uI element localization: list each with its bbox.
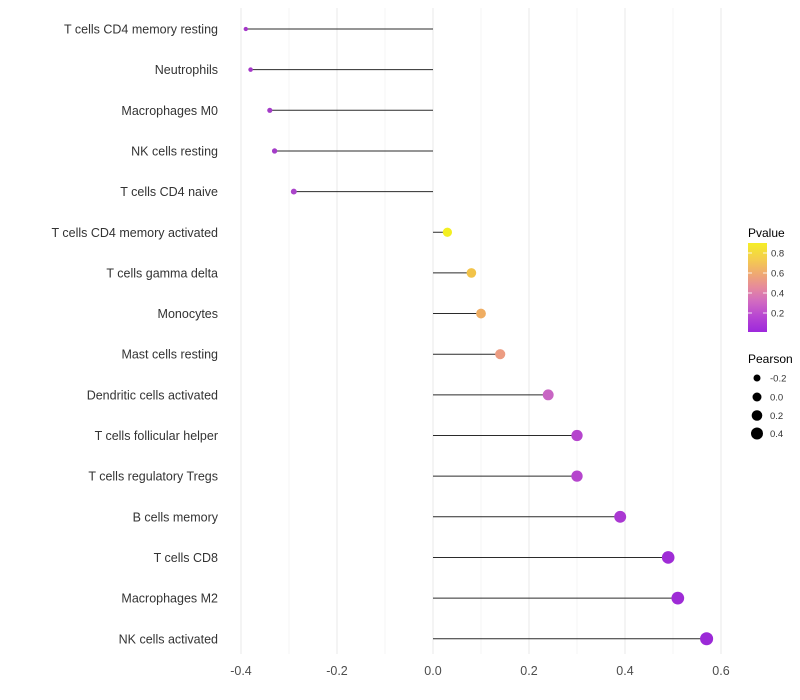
lollipop-dot [495, 349, 506, 360]
pvalue-colorbar [748, 243, 767, 332]
category-label: Neutrophils [155, 63, 218, 77]
category-label: T cells CD4 memory activated [52, 226, 219, 240]
category-label: Macrophages M0 [121, 104, 218, 118]
lollipop-dot [542, 389, 554, 401]
lollipop-dot [267, 107, 273, 113]
category-label: T cells CD4 memory resting [64, 23, 218, 37]
pvalue-legend-title: Pvalue [748, 226, 785, 240]
x-tick-label: -0.4 [230, 664, 252, 678]
category-label: T cells CD4 naive [120, 185, 218, 199]
x-tick-label: 0.2 [520, 664, 537, 678]
category-label: Mast cells resting [121, 348, 218, 362]
category-label: T cells follicular helper [95, 429, 218, 443]
category-label: Macrophages M2 [121, 592, 218, 606]
lollipop-dot [243, 26, 248, 32]
lollipop-dot [466, 268, 477, 278]
category-label: T cells regulatory Tregs [88, 470, 218, 484]
pearson-legend-dot [751, 427, 763, 440]
x-tick-label: -0.2 [326, 664, 348, 678]
pearson-legend-dot [752, 392, 762, 402]
category-label: NK cells activated [119, 632, 218, 646]
category-label: T cells CD8 [154, 551, 218, 565]
lollipop-dot [700, 632, 714, 646]
pearson-tick-label: 0.2 [770, 411, 783, 422]
x-tick-label: 0.6 [712, 664, 729, 678]
pvalue-tick-label: 0.2 [771, 309, 784, 320]
category-label: Monocytes [158, 307, 218, 321]
lollipop-dot [614, 510, 627, 523]
x-tick-label: 0.0 [424, 664, 441, 678]
lollipop-dot [271, 148, 278, 154]
lollipop-dot [248, 67, 253, 72]
pearson-legend-dot [751, 410, 763, 421]
lollipop-dot [571, 470, 583, 482]
category-label: NK cells resting [131, 144, 218, 158]
pvalue-tick-label: 0.6 [771, 269, 784, 280]
category-label: Dendritic cells activated [87, 388, 218, 402]
category-label: T cells gamma delta [106, 266, 218, 280]
pearson-tick-label: 0.0 [770, 393, 783, 404]
lollipop-dot [442, 227, 453, 237]
pearson-tick-label: -0.2 [770, 374, 786, 385]
lollipop-dot [476, 308, 486, 319]
lollipop-dot [671, 591, 685, 605]
lollipop-dot [571, 429, 583, 442]
x-tick-label: 0.4 [616, 664, 633, 678]
pvalue-tick-label: 0.8 [771, 249, 784, 260]
pvalue-tick-label: 0.4 [771, 289, 784, 300]
pearson-legend-dot [753, 374, 761, 382]
pearson-tick-label: 0.4 [770, 429, 783, 440]
lollipop-dot [290, 188, 297, 195]
category-label: B cells memory [133, 510, 219, 524]
lollipop-dot [661, 551, 675, 564]
pearson-legend-title: Pearson [748, 352, 793, 366]
